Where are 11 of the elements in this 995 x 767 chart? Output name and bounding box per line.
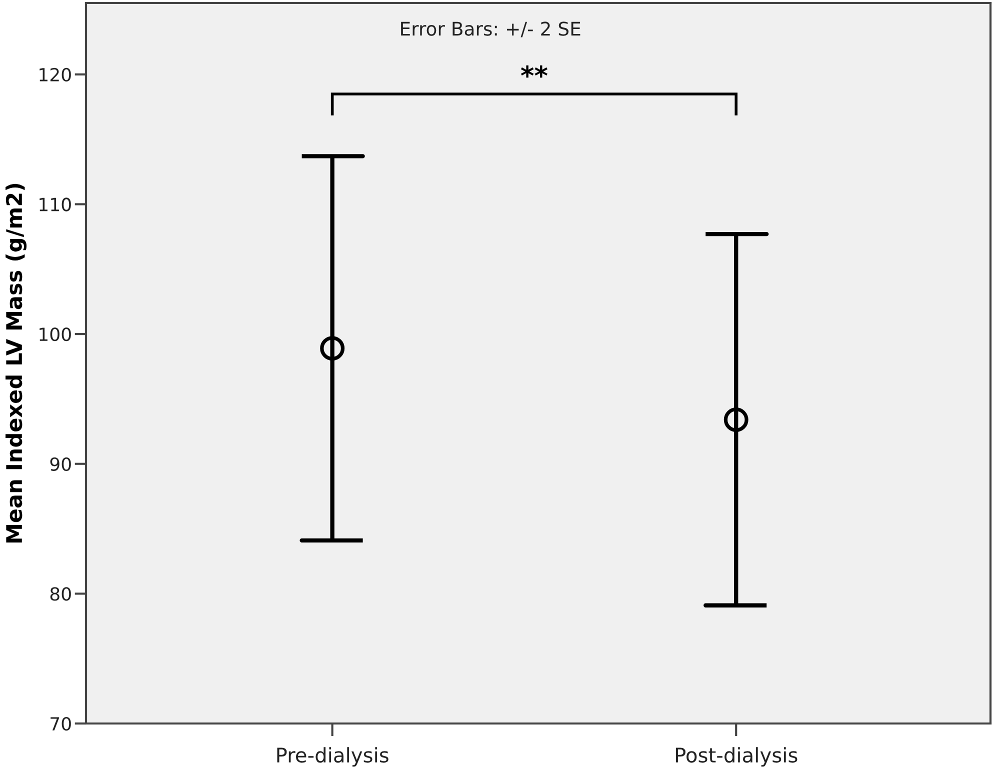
y-tick-label: 70 (50, 716, 71, 731)
y-tick-label: 110 (40, 198, 71, 212)
y-tick-label: 90 (50, 457, 71, 471)
annotation: Error Bars: +/- 2 SE (401, 22, 580, 38)
x-tick-label: Pre-dialysis (277, 747, 388, 767)
x-tick-label: Post-dialysis (676, 747, 798, 767)
y-axis-title: Mean Indexed LV Mass (g/m2) (6, 184, 27, 542)
annotation: ** (520, 65, 548, 78)
y-tick-label: 80 (50, 587, 71, 601)
y-tick-label: 100 (40, 328, 71, 342)
y-tick-label: 120 (40, 68, 71, 82)
